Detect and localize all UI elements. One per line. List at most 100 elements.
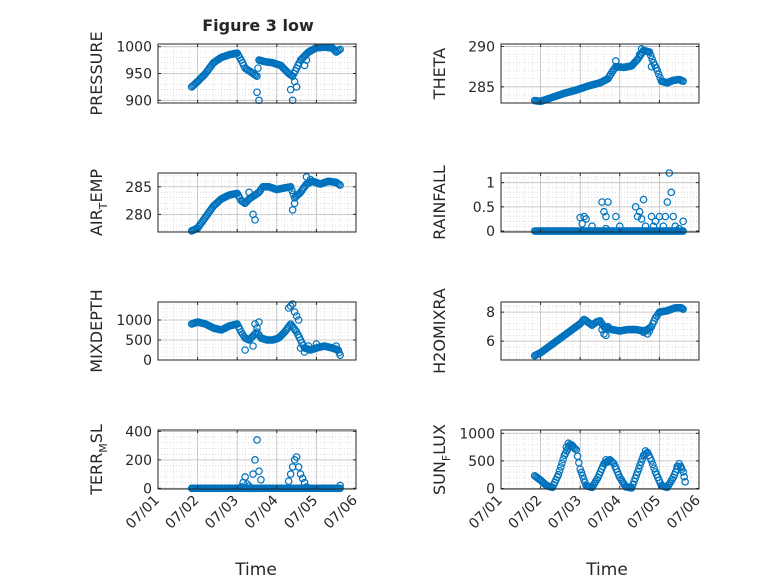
data-point xyxy=(637,458,645,466)
x-tick-label: 07/01 xyxy=(466,493,506,533)
axes-box xyxy=(500,43,700,104)
y-tick-label: 1 xyxy=(486,176,495,192)
y-tick-label: 950 xyxy=(125,67,152,83)
data-point xyxy=(679,217,687,226)
data-point xyxy=(336,351,344,360)
data-point xyxy=(296,470,305,478)
data-point xyxy=(296,344,305,352)
data-point xyxy=(251,71,260,80)
data-point xyxy=(335,180,343,189)
data-point xyxy=(617,475,625,484)
y-axis-label: H2OMIXRA xyxy=(430,288,449,374)
panel-sun-flux: 0 500 1000 07/01 07/02 07/03 07/04 07/05 07/06 SU… xyxy=(430,424,704,532)
data-point xyxy=(650,464,658,473)
data-point xyxy=(677,303,685,312)
data-point xyxy=(633,212,642,221)
data-point xyxy=(578,471,587,480)
x-tick-label: 07/05 xyxy=(624,493,664,533)
data-point xyxy=(288,300,297,308)
data-point xyxy=(300,478,309,487)
y-axis-label: PRESSURE xyxy=(87,31,106,115)
data-point xyxy=(635,464,643,473)
data-point xyxy=(679,468,687,476)
y-tick-label: 1000 xyxy=(116,313,152,329)
x-tick-label: 07/03 xyxy=(545,493,585,533)
panel-air-temp: 280 285 AIRTEMP xyxy=(87,169,357,236)
data-point xyxy=(302,483,311,491)
data-point xyxy=(671,222,680,230)
data-point xyxy=(237,483,245,491)
data-point xyxy=(659,222,668,230)
data-point xyxy=(641,447,650,455)
data-point xyxy=(647,62,656,71)
data-point xyxy=(649,222,658,230)
y-tick-label: 8 xyxy=(486,305,495,321)
data-point xyxy=(577,468,586,477)
data-point xyxy=(673,462,682,471)
data-point xyxy=(576,465,585,473)
data-point xyxy=(249,342,257,350)
data-point xyxy=(257,475,265,484)
y-tick-label: 1000 xyxy=(116,40,152,56)
data-point xyxy=(294,316,303,324)
data-point xyxy=(647,212,656,221)
data-point xyxy=(254,64,262,72)
data-point xyxy=(618,477,626,485)
plot-area xyxy=(501,173,699,232)
data-point xyxy=(602,331,610,340)
data-point xyxy=(600,207,608,216)
data-point xyxy=(290,199,299,208)
y-tick-label: 0 xyxy=(486,224,495,240)
y-tick-label: 0 xyxy=(486,481,495,497)
data-point xyxy=(241,346,249,354)
x-tick-label: 07/04 xyxy=(585,492,625,532)
y-tick-label: 290 xyxy=(468,39,495,55)
data-point xyxy=(633,468,642,476)
data-point xyxy=(680,473,688,481)
data-point xyxy=(241,473,249,481)
data-point xyxy=(243,480,251,488)
data-point xyxy=(251,216,259,224)
data-point xyxy=(651,217,660,226)
data-point xyxy=(245,188,253,197)
y-axis-label: TERRMSL xyxy=(87,424,110,496)
panel-rainfall: 0 0.5 1 RAINFALL xyxy=(430,165,700,240)
y-tick-label: 6 xyxy=(486,334,495,350)
data-point xyxy=(648,460,657,469)
data-point xyxy=(558,459,566,467)
axes-box xyxy=(157,301,357,361)
data-point xyxy=(604,322,612,331)
y-tick-label: 1000 xyxy=(459,426,495,442)
panel-theta: 285 290 THETA xyxy=(430,39,700,106)
data-point xyxy=(645,48,654,56)
data-point xyxy=(286,302,295,310)
data-point xyxy=(554,470,563,479)
data-point xyxy=(681,478,689,486)
data-point xyxy=(641,222,650,230)
data-point xyxy=(336,45,344,54)
data-point xyxy=(579,475,588,483)
x-tick-label: 07/02 xyxy=(163,493,203,533)
data-point xyxy=(302,56,311,64)
panel-h2omixra: 6 8 H2OMIXRA xyxy=(430,288,700,374)
data-point xyxy=(253,88,261,97)
data-point xyxy=(636,461,644,470)
data-point xyxy=(604,198,612,206)
data-point xyxy=(300,348,309,356)
data-point xyxy=(336,181,344,189)
data-point xyxy=(253,72,261,80)
y-tick-label: 200 xyxy=(125,453,152,469)
data-point xyxy=(598,325,606,334)
data-point xyxy=(602,212,610,221)
figure-title: Figure 3 low xyxy=(202,16,314,35)
data-point xyxy=(647,51,655,60)
y-tick-label: 285 xyxy=(125,180,152,196)
data-point xyxy=(290,77,299,86)
data-point xyxy=(656,73,664,82)
y-axis-label: SUNFLUX xyxy=(430,424,453,495)
data-point xyxy=(251,456,259,464)
data-point xyxy=(679,305,687,314)
x-tick-label: 07/06 xyxy=(321,492,361,532)
data-point xyxy=(608,458,617,467)
